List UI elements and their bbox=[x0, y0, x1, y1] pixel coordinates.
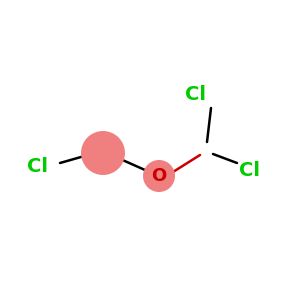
Circle shape bbox=[143, 160, 175, 192]
Text: Cl: Cl bbox=[26, 158, 47, 176]
Text: Cl: Cl bbox=[238, 160, 260, 179]
Text: Cl: Cl bbox=[185, 85, 206, 104]
Text: O: O bbox=[152, 167, 166, 185]
Circle shape bbox=[81, 131, 125, 175]
